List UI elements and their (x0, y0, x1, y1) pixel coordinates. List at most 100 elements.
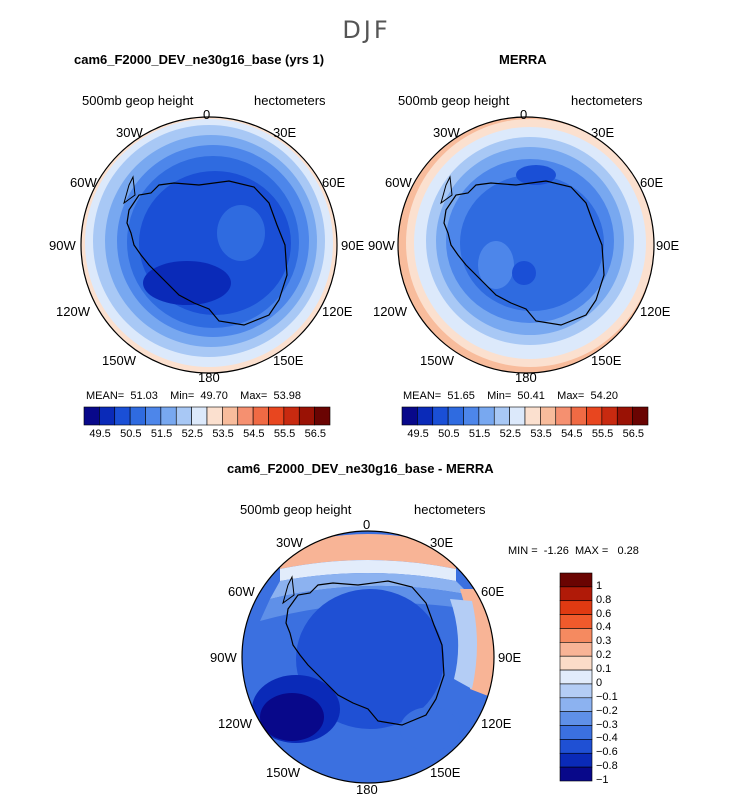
colorbar-tick-label: 0.4 (596, 621, 612, 634)
colorbar-tick-label: −0.4 (596, 732, 618, 745)
colorbar-swatch (559, 586, 593, 602)
colorbar-swatch (283, 406, 300, 426)
colorbar-swatch (447, 406, 464, 426)
colorbar-swatch (145, 406, 162, 426)
panel1-stats: MEAN= 51.03 Min= 49.70 Max= 53.98 (86, 390, 302, 402)
panel1-map (80, 116, 338, 374)
panel1-units: hectometers (254, 93, 326, 108)
colorbar-tick-label: −0.2 (596, 704, 618, 717)
colorbar-swatch (298, 406, 315, 426)
panel2-lon-60e: 60E (640, 175, 664, 190)
panel3-variable: 500mb geop height (240, 502, 352, 517)
colorbar-swatch (559, 600, 593, 615)
panel2-colorbar (401, 406, 649, 426)
colorbar-tick-label: 52.5 (499, 428, 522, 440)
panel1-lon-120w: 120W (56, 304, 90, 319)
panel1-lon-60e: 60E (322, 175, 346, 190)
colorbar-tick-label: 50.5 (120, 428, 142, 440)
colorbar-swatch (493, 406, 510, 426)
colorbar-tick-label: −0.8 (596, 760, 618, 773)
panel1-lon-150e: 150E (273, 353, 304, 368)
panel1-lon-30e: 30E (273, 125, 297, 140)
colorbar-tick-label: −0.6 (596, 746, 618, 759)
panel3-stats: MIN = -1.26 MAX = 0.28 (508, 545, 639, 557)
panel1-lon-60w: 60W (70, 175, 97, 190)
colorbar-tick-label: 55.5 (273, 428, 296, 440)
colorbar-tick-label: 0.3 (596, 635, 612, 648)
colorbar-swatch (559, 766, 593, 782)
panel3-lon-180: 180 (356, 782, 378, 797)
colorbar-swatch (114, 406, 131, 426)
panel3-lon-150e: 150E (430, 765, 461, 780)
colorbar-swatch (237, 406, 254, 426)
panel2-lon-0: 0 (520, 107, 528, 122)
colorbar-swatch (632, 406, 649, 426)
colorbar-swatch (559, 711, 593, 726)
colorbar-swatch (222, 406, 239, 426)
colorbar-swatch (559, 655, 593, 671)
colorbar-swatch (616, 406, 633, 426)
panel2-lon-120w: 120W (373, 304, 407, 319)
colorbar-swatch (478, 406, 495, 426)
panel2-lon-30e: 30E (591, 125, 615, 140)
colorbar-tick-label: 49.5 (407, 428, 429, 440)
panel3-units: hectometers (414, 502, 486, 517)
colorbar-tick-label: 54.5 (243, 428, 265, 440)
colorbar-swatch (83, 406, 100, 426)
panel1-colorbar (83, 406, 331, 426)
panel3-lon-90w: 90W (210, 650, 237, 665)
colorbar-swatch (129, 406, 146, 426)
colorbar-swatch (463, 406, 480, 426)
colorbar-swatch (559, 725, 593, 740)
panel1-lon-180: 180 (198, 370, 220, 385)
colorbar-tick-label: 51.5 (468, 428, 491, 440)
panel1-variable: 500mb geop height (82, 93, 194, 108)
colorbar-swatch (586, 406, 603, 426)
panel3-lon-30e: 30E (430, 535, 454, 550)
colorbar-tick-label: 0.1 (596, 663, 612, 676)
panel2-lon-150e: 150E (591, 353, 622, 368)
panel2-lon-180: 180 (515, 370, 537, 385)
colorbar-swatch (601, 406, 618, 426)
panel2-lon-90w: 90W (368, 238, 395, 253)
panel2-lon-120e: 120E (640, 304, 671, 319)
panel3-lon-120e: 120E (481, 716, 512, 731)
colorbar-swatch (559, 697, 593, 712)
panel2-variable: 500mb geop height (398, 93, 510, 108)
colorbar-tick-label: 56.5 (622, 428, 645, 440)
panel1-lon-150w: 150W (102, 353, 136, 368)
colorbar-tick-label: 0.6 (596, 607, 612, 620)
colorbar-tick-label: 0.8 (596, 593, 612, 606)
colorbar-swatch (175, 406, 192, 426)
panel1-colorbar-labels: 49.5 50.5 51.5 52.5 53.5 54.5 55.5 56.5 (84, 428, 330, 442)
panel1-lon-30w: 30W (116, 125, 143, 140)
panel2-colorbar-labels: 49.5 50.5 51.5 52.5 53.5 54.5 55.5 56.5 (402, 428, 648, 442)
colorbar-swatch (160, 406, 177, 426)
panel1-lon-90e: 90E (341, 238, 365, 253)
colorbar-swatch (417, 406, 434, 426)
panel1-lon-0: 0 (203, 107, 211, 122)
panel3-lon-150w: 150W (266, 765, 300, 780)
panel1-title: cam6_F2000_DEV_ne30g16_base (yrs 1) (74, 52, 325, 67)
colorbar-swatch (252, 406, 269, 426)
panel2-map (397, 116, 655, 374)
colorbar-swatch (432, 406, 449, 426)
colorbar-swatch (206, 406, 223, 426)
colorbar-swatch (191, 406, 208, 426)
panel3-lon-60e: 60E (481, 584, 505, 599)
panel2-lon-30w: 30W (433, 125, 460, 140)
colorbar-swatch (314, 406, 331, 426)
panel2-units: hectometers (571, 93, 643, 108)
panel3-title: cam6_F2000_DEV_ne30g16_base - MERRA (227, 461, 494, 476)
colorbar-swatch (555, 406, 572, 426)
colorbar-tick-label: 55.5 (591, 428, 614, 440)
panel2-lon-150w: 150W (420, 353, 454, 368)
colorbar-swatch (559, 572, 593, 588)
colorbar-swatch (401, 406, 418, 426)
colorbar-swatch (559, 669, 593, 685)
colorbar-tick-label: 0 (596, 676, 603, 689)
colorbar-swatch (99, 406, 116, 426)
colorbar-tick-label: 56.5 (304, 428, 327, 440)
colorbar-tick-label: 1 (596, 579, 603, 592)
panel3-lon-0: 0 (363, 517, 371, 532)
